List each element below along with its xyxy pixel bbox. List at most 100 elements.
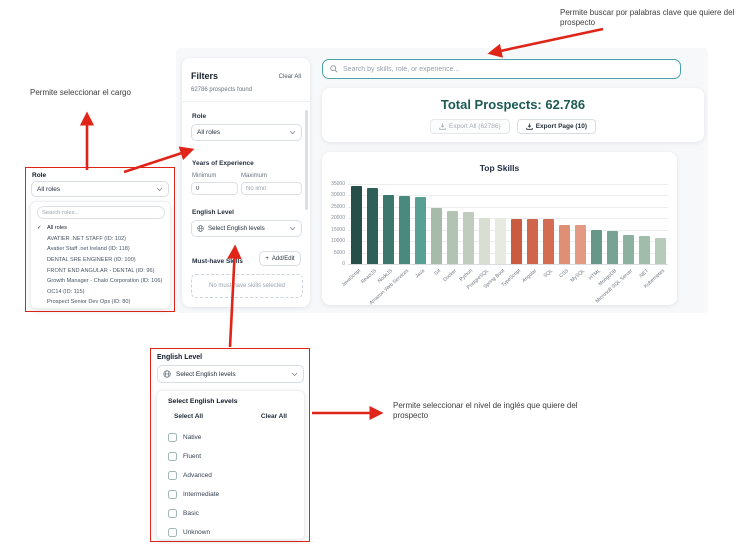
bar-MySQL[interactable] — [574, 224, 586, 264]
clear-all-button[interactable]: Clear All — [278, 74, 301, 80]
y-axis-tick: 30000 — [331, 192, 345, 199]
bar-Java[interactable] — [414, 196, 426, 264]
english-select-value: Select English levels — [208, 225, 265, 232]
chevron-down-icon — [289, 130, 296, 135]
bar-ReactJS[interactable] — [366, 188, 378, 264]
english-option-label: Basic — [183, 510, 199, 517]
english-option-label: Intermediate — [183, 491, 220, 498]
export-page-button[interactable]: Export Page (10) — [516, 119, 596, 134]
x-axis-label: Docker — [442, 268, 459, 284]
bar-MongoDB[interactable] — [606, 230, 618, 264]
max-experience-input[interactable] — [241, 182, 302, 195]
y-axis-tick: 10000 — [331, 238, 345, 245]
y-axis-tick: 0 — [342, 261, 345, 267]
chart-plot: 0 5000 10000 15000 20000 25000 30000 35000 JavaS… — [331, 181, 668, 306]
english-options-list: Native Fluent Advanced Intermediate Basic Unk… — [168, 433, 298, 539]
summary-card: Total Prospects: 62.786 Export All (6278… — [322, 88, 704, 142]
x-axis-label: Java — [414, 268, 427, 280]
annotation-english-note: Permite seleccionar el nivel de inglés q… — [393, 401, 578, 421]
english-option[interactable]: Basic — [168, 509, 199, 518]
role-option-label: DENTAL SRE ENGINEER (ID: 100) — [47, 257, 136, 264]
scrollbar[interactable] — [305, 110, 308, 210]
bar-Kubernetes[interactable] — [654, 238, 666, 264]
gridline — [348, 206, 668, 208]
x-axis-label: .NET — [637, 268, 651, 281]
role-option[interactable]: FRONT END ANGULAR - DENTAL (ID: 96) — [31, 265, 170, 276]
english-popup-highlight: English Level Select English levels Sele… — [150, 348, 310, 542]
role-option-label: AVATIER .NET STAFF (ID: 102) — [47, 235, 127, 242]
english-popup-select-value: Select English levels — [176, 370, 236, 378]
english-option[interactable]: Fluent — [168, 452, 201, 461]
role-label: Role — [192, 113, 207, 120]
english-option[interactable]: Unknown — [168, 528, 210, 537]
role-option[interactable]: DENTAL SRE ENGINEER (ID: 100) — [31, 255, 170, 266]
bar-PostgreSQL[interactable] — [478, 218, 490, 264]
role-popup-highlight: Role All roles ✓ All roles AVATIER .NET ST… — [25, 167, 175, 312]
bar-Angular[interactable] — [526, 218, 538, 264]
download-icon — [525, 123, 533, 130]
english-option[interactable]: Intermediate — [168, 490, 219, 499]
export-all-label: Export All (62786) — [449, 123, 501, 130]
english-option[interactable]: Native — [168, 433, 201, 442]
role-option[interactable]: AVATIER .NET STAFF (ID: 102) — [31, 234, 170, 245]
select-all-button[interactable]: Select All — [174, 413, 204, 420]
role-option[interactable]: Prospect Senior Dev Ops (ID: 80) — [31, 297, 170, 308]
english-option[interactable]: Advanced — [168, 471, 212, 480]
role-option-label: OC14 (ID: 115) — [47, 288, 85, 295]
export-all-button[interactable]: Export All (62786) — [430, 119, 510, 134]
role-popup-select[interactable]: All roles — [31, 181, 169, 197]
check-icon: ✓ — [37, 225, 42, 232]
divider — [182, 101, 310, 102]
add-edit-button[interactable]: + Add/Edit — [259, 251, 301, 266]
x-axis-label: Angular — [521, 268, 539, 284]
english-panel-title: Select English Levels — [168, 398, 238, 405]
role-select[interactable]: All roles — [191, 124, 302, 141]
checkbox-icon[interactable] — [168, 452, 177, 461]
role-option[interactable]: ✓ All roles — [31, 223, 170, 234]
bar-Docker[interactable] — [446, 211, 458, 264]
y-axis-tick: 35000 — [331, 181, 345, 187]
bar-Git[interactable] — [430, 207, 442, 264]
clear-all-button[interactable]: Clear All — [260, 413, 287, 420]
checkbox-icon[interactable] — [168, 528, 177, 537]
english-option-label: Fluent — [183, 453, 202, 460]
english-dropdown-panel: Select English Levels Select All Clear A… — [156, 390, 305, 540]
bar-Spring Boot[interactable] — [494, 218, 506, 264]
bar-JavaScript[interactable] — [350, 185, 362, 264]
search-input[interactable] — [343, 65, 673, 73]
checkbox-icon[interactable] — [168, 490, 177, 499]
role-option[interactable]: OC14 (ID: 115) — [31, 287, 170, 298]
english-level-label: English Level — [192, 209, 234, 216]
globe-icon — [197, 225, 204, 232]
minimum-label: Minimum — [192, 173, 217, 179]
checkbox-icon[interactable] — [168, 433, 177, 442]
gridline — [348, 241, 668, 243]
bar-NodeJS[interactable] — [382, 195, 394, 264]
bar-Microsoft SQL Server[interactable] — [622, 234, 634, 264]
role-option[interactable]: Avatier Staff .net Ireland (ID: 118) — [31, 244, 170, 255]
bar-.NET[interactable] — [638, 235, 650, 264]
bar-TypeScript[interactable] — [510, 218, 522, 264]
x-axis-label: MySQL — [569, 268, 587, 284]
gridline — [348, 195, 668, 197]
checkbox-icon[interactable] — [168, 471, 177, 480]
bar-CSS[interactable] — [558, 224, 570, 264]
checkbox-icon[interactable] — [168, 509, 177, 518]
x-axis-label: Git — [433, 268, 443, 277]
bar-Python[interactable] — [462, 212, 474, 264]
role-dropdown-panel: ✓ All roles AVATIER .NET STAFF (ID: 102) Av… — [30, 201, 171, 309]
bar-HTML[interactable] — [590, 229, 602, 264]
search-bar[interactable] — [322, 59, 681, 79]
bar-SQL[interactable] — [542, 218, 554, 264]
min-experience-input[interactable] — [191, 182, 238, 195]
gridline — [348, 252, 668, 254]
gridline — [348, 264, 668, 265]
bar-Amazon Web Services[interactable] — [398, 195, 410, 264]
english-level-select[interactable]: Select English levels — [191, 220, 302, 237]
role-search-input[interactable] — [37, 206, 165, 219]
english-popup-select[interactable]: Select English levels — [157, 365, 304, 383]
role-option[interactable]: Growth Manager - Chalo Corporation (ID: … — [31, 276, 170, 287]
total-prospects-title: Total Prospects: 62.786 — [440, 97, 586, 112]
filters-panel: Filters Clear All 62786 prospects found … — [182, 58, 310, 307]
